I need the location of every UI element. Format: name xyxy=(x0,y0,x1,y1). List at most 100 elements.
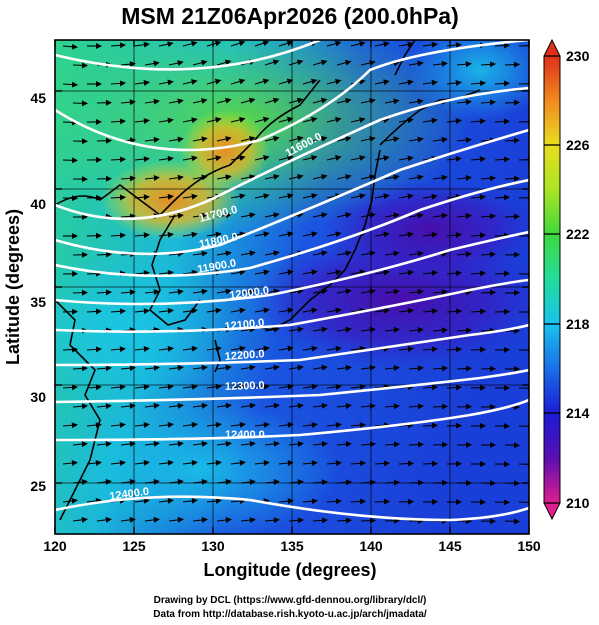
wind-arrow xyxy=(110,232,126,239)
wind-arrow xyxy=(240,440,256,447)
wind-arrow xyxy=(446,346,462,353)
wind-arrow xyxy=(470,194,486,201)
wind-arrow xyxy=(96,251,112,258)
wind-arrow xyxy=(206,345,222,352)
wind-arrow xyxy=(168,440,184,447)
wind-arrow xyxy=(456,403,472,410)
wind-arrow xyxy=(144,516,160,523)
wind-arrow xyxy=(144,60,160,67)
wind-arrow xyxy=(480,251,496,258)
wind-arrow xyxy=(216,174,232,181)
wind-arrow xyxy=(480,213,496,220)
wind-arrow xyxy=(96,365,112,372)
wind-arrow xyxy=(120,61,136,68)
wind-arrow xyxy=(278,78,294,85)
wind-arrow xyxy=(230,459,246,466)
y-tick-label: 45 xyxy=(30,90,46,106)
wind-arrow xyxy=(456,327,472,334)
wind-arrow xyxy=(456,174,472,181)
wind-arrow xyxy=(206,383,222,390)
wind-arrow xyxy=(120,175,136,182)
wind-arrow xyxy=(336,402,352,409)
y-tick-label: 30 xyxy=(30,389,46,405)
contour-label: 12000.0 xyxy=(229,285,270,302)
wind-arrow xyxy=(408,288,424,295)
wind-arrow xyxy=(432,212,448,219)
wind-arrow xyxy=(182,231,198,238)
colorbar-max-triangle xyxy=(543,38,561,57)
wind-arrow xyxy=(120,516,136,523)
wind-arrow xyxy=(302,154,318,161)
wind-arrow xyxy=(278,498,294,505)
wind-arrow xyxy=(504,137,520,144)
wind-arrow xyxy=(374,231,390,238)
wind-arrow xyxy=(182,307,198,314)
wind-arrow xyxy=(110,346,126,353)
wind-arrow xyxy=(264,402,280,409)
wind-arrow xyxy=(432,365,448,372)
wind-arrow xyxy=(398,155,414,162)
colorbar-label: 226 xyxy=(566,137,590,153)
wind-arrow xyxy=(312,135,328,142)
wind-arrow xyxy=(398,346,414,353)
wind-arrow xyxy=(158,193,174,200)
wind-arrow xyxy=(230,421,246,428)
wind-arrow xyxy=(408,403,424,410)
wind-arrow xyxy=(446,232,462,239)
wind-arrow xyxy=(230,307,246,314)
wind-arrow xyxy=(504,213,520,220)
wind-arrow xyxy=(278,193,294,200)
wind-arrow xyxy=(182,421,198,428)
wind-arrow xyxy=(326,155,342,161)
wind-arrow xyxy=(494,270,510,277)
wind-arrow xyxy=(240,174,256,181)
wind-arrow xyxy=(264,326,280,333)
wind-arrow xyxy=(326,116,342,123)
wind-arrow xyxy=(254,383,270,390)
wind-arrow xyxy=(206,421,222,428)
wind-arrow xyxy=(278,40,294,47)
wind-arrow xyxy=(470,308,486,315)
wind-arrow xyxy=(374,384,390,391)
wind-arrow xyxy=(326,383,342,390)
wind-arrow xyxy=(360,364,376,371)
wind-arrow xyxy=(422,460,438,467)
wind-arrow xyxy=(264,517,280,524)
wind-arrow xyxy=(278,345,294,352)
wind-arrow xyxy=(350,193,366,200)
wind-arrow xyxy=(336,326,352,333)
wind-arrow xyxy=(302,78,318,85)
wind-arrow xyxy=(302,116,318,123)
wind-arrow xyxy=(360,479,376,486)
wind-arrow xyxy=(456,61,472,68)
wind-arrow xyxy=(264,250,280,257)
wind-arrow xyxy=(96,289,112,296)
wind-arrow xyxy=(278,269,294,276)
wind-arrow xyxy=(422,384,438,391)
wind-arrow xyxy=(240,288,256,295)
wind-streamlines xyxy=(62,40,529,525)
wind-arrow xyxy=(470,232,486,239)
wind-arrow xyxy=(264,174,280,180)
wind-arrow xyxy=(168,364,184,371)
wind-arrow xyxy=(182,193,198,200)
wind-arrow xyxy=(456,137,472,144)
wind-arrow xyxy=(192,59,208,66)
wind-arrow xyxy=(408,250,424,257)
wind-arrow xyxy=(72,62,88,69)
wind-arrow xyxy=(254,459,270,466)
wind-arrow xyxy=(144,440,160,447)
wind-arrow xyxy=(62,460,78,467)
wind-arrow xyxy=(302,421,318,428)
wind-arrow xyxy=(288,326,304,333)
wind-arrow xyxy=(230,383,246,390)
wind-arrow xyxy=(192,250,208,257)
wind-arrow xyxy=(144,402,160,409)
wind-arrow xyxy=(192,174,208,181)
wind-arrow xyxy=(312,59,328,66)
wind-arrow xyxy=(384,326,400,333)
wind-arrow xyxy=(158,269,174,276)
wind-arrow xyxy=(374,79,390,86)
wind-arrow xyxy=(480,61,496,68)
wind-arrow xyxy=(374,307,390,314)
